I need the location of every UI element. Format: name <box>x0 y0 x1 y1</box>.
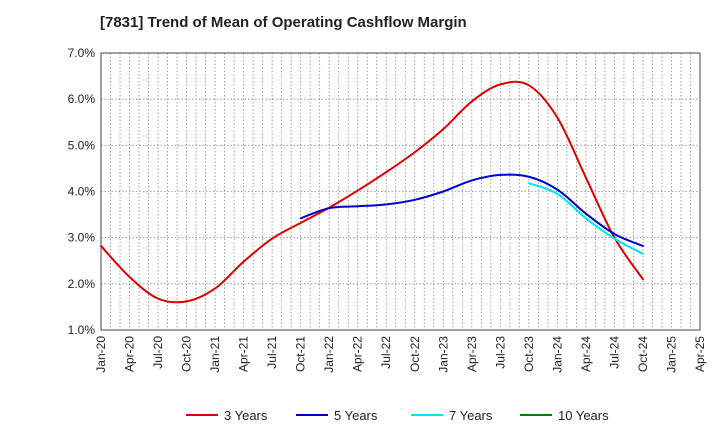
x-tick-label: Jul-24 <box>607 336 621 369</box>
y-tick-label: 4.0% <box>68 185 96 199</box>
x-tick-label: Jan-25 <box>664 336 678 373</box>
series-line-5-years <box>299 173 644 247</box>
x-tick-label: Oct-23 <box>522 336 536 372</box>
x-tick-label: Oct-22 <box>408 336 422 372</box>
y-tick-label: 6.0% <box>68 92 96 106</box>
x-tick-label: Jul-21 <box>265 336 279 369</box>
x-tick-label: Apr-23 <box>465 336 479 372</box>
y-tick-label: 2.0% <box>68 277 96 291</box>
y-tick-label: 1.0% <box>68 323 96 337</box>
legend-label: 7 Years <box>449 408 493 423</box>
y-tick-label: 3.0% <box>68 231 96 245</box>
y-tick-label: 5.0% <box>68 138 96 152</box>
legend-label: 3 Years <box>224 408 268 423</box>
series-line-3-years <box>100 80 644 304</box>
x-tick-label: Jul-23 <box>493 336 507 369</box>
chart-title: [7831] Trend of Mean of Operating Cashfl… <box>100 14 467 31</box>
x-tick-label: Apr-21 <box>237 336 251 372</box>
legend-label: 10 Years <box>558 408 609 423</box>
x-tick-label: Jan-24 <box>550 336 564 373</box>
x-tick-label: Jul-20 <box>151 336 165 369</box>
x-tick-label: Apr-22 <box>351 336 365 372</box>
x-tick-label: Oct-21 <box>294 336 308 372</box>
x-tick-label: Oct-20 <box>180 336 194 372</box>
x-tick-label: Jan-21 <box>208 336 222 373</box>
x-tick-label: Jul-22 <box>379 336 393 369</box>
x-tick-label: Jan-22 <box>322 336 336 373</box>
plot-area <box>101 53 700 330</box>
legend-label: 5 Years <box>334 408 378 423</box>
x-tick-label: Apr-24 <box>579 336 593 372</box>
series-line-7-years <box>527 182 644 255</box>
plot-border <box>100 52 701 331</box>
x-tick-label: Apr-25 <box>693 336 707 372</box>
y-tick-label: 7.0% <box>68 46 96 60</box>
x-tick-label: Jan-23 <box>436 336 450 373</box>
x-tick-label: Apr-20 <box>123 336 137 372</box>
x-tick-label: Oct-24 <box>636 336 650 372</box>
x-tick-label: Jan-20 <box>94 336 108 373</box>
